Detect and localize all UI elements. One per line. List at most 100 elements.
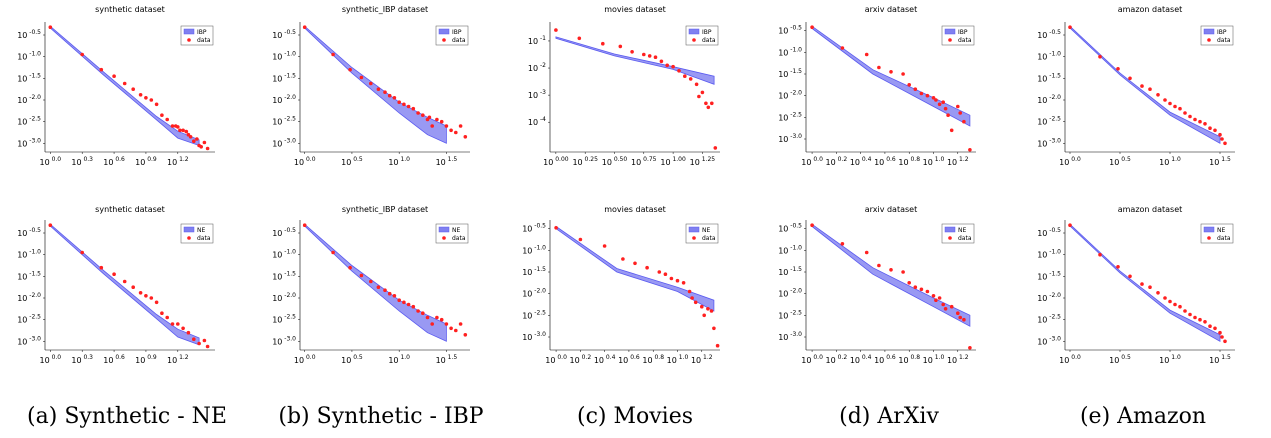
- data-point: [449, 326, 453, 331]
- y-tick-label: 10 -2.0: [778, 90, 802, 101]
- legend-label: IBP: [197, 29, 207, 36]
- data-point: [1168, 101, 1172, 106]
- y-tick-label: 10 -0.5: [272, 227, 296, 238]
- data-point: [1193, 117, 1197, 122]
- data-point: [1188, 114, 1192, 119]
- data-point: [449, 128, 453, 133]
- data-point: [659, 59, 664, 64]
- data-point: [48, 223, 53, 227]
- data-point: [348, 67, 352, 72]
- legend-label: data: [1217, 235, 1231, 242]
- data-point: [430, 124, 435, 128]
- data-point: [949, 128, 954, 133]
- data-point: [962, 317, 966, 322]
- data-point: [1213, 326, 1217, 331]
- data-point: [427, 115, 432, 120]
- legend-label: data: [958, 235, 972, 242]
- data-point: [369, 279, 373, 284]
- data-point: [376, 285, 381, 290]
- data-point: [690, 296, 694, 300]
- legend-band-swatch: [183, 226, 195, 233]
- y-tick-label: 10 -1.0: [522, 244, 546, 255]
- data-point: [889, 268, 893, 272]
- data-point: [642, 52, 646, 57]
- x-tick-label: 10 1.0: [388, 354, 410, 365]
- model-band: [304, 223, 447, 342]
- data-point: [968, 346, 972, 350]
- data-point: [202, 140, 207, 145]
- x-tick-label: 10 0.25: [572, 156, 598, 167]
- x-tick-label: 10 0.0: [801, 156, 823, 167]
- data-point: [331, 250, 335, 255]
- data-point: [1208, 126, 1212, 130]
- data-point: [554, 226, 558, 230]
- legend-label: NE: [1217, 227, 1225, 234]
- y-tick-label: 10 -2.0: [778, 288, 802, 299]
- data-point: [439, 119, 444, 124]
- data-point: [1098, 252, 1102, 257]
- data-point: [621, 257, 625, 261]
- model-band: [304, 25, 447, 144]
- data-point: [675, 278, 680, 283]
- legend-label: NE: [197, 227, 205, 234]
- data-point: [694, 82, 699, 87]
- legend-point-swatch: [442, 38, 446, 42]
- y-tick-label: 10 -3.0: [522, 331, 546, 342]
- data-point: [425, 315, 430, 320]
- data-point: [700, 304, 704, 309]
- data-point: [178, 128, 182, 133]
- data-point: [435, 315, 439, 320]
- x-tick-label: 10 0.0: [1059, 156, 1081, 167]
- data-point: [663, 272, 668, 277]
- y-tick-label: 10 -1.5: [272, 72, 296, 83]
- data-point: [1223, 141, 1227, 146]
- data-point: [112, 74, 116, 78]
- data-point: [1173, 302, 1177, 307]
- data-point: [1098, 54, 1102, 59]
- data-point: [444, 124, 449, 128]
- data-point: [618, 44, 623, 49]
- data-point: [1188, 312, 1192, 317]
- data-point: [430, 322, 435, 326]
- data-point: [397, 100, 402, 104]
- data-point: [463, 333, 468, 337]
- data-point: [80, 250, 84, 255]
- x-tick-label: 10 0.4: [850, 354, 872, 365]
- data-point: [958, 111, 962, 115]
- y-tick-label: 10 -3.0: [778, 331, 802, 342]
- legend-label: data: [452, 37, 466, 44]
- x-tick-label: 10 1.0: [923, 156, 945, 167]
- y-tick-label: 10 -1.0: [1037, 249, 1061, 260]
- y-tick-label: 10 -1.0: [272, 249, 296, 260]
- data-point: [968, 148, 972, 152]
- data-point: [840, 242, 845, 246]
- x-tick-label: 10 0.2: [826, 354, 848, 365]
- legend-label: NE: [958, 227, 966, 234]
- y-tick-label: 10 -2.5: [17, 314, 41, 325]
- legend-band-swatch: [183, 28, 195, 35]
- x-tick-label: 10 1.2: [947, 156, 969, 167]
- x-tick-label: 10 0.5: [341, 354, 363, 365]
- y-tick-label: 10 -2: [528, 62, 546, 73]
- data-point: [671, 64, 675, 69]
- data-point: [665, 63, 669, 68]
- legend-point-swatch: [948, 38, 952, 42]
- y-tick-label: 10 -1.0: [778, 46, 802, 57]
- data-point: [601, 41, 605, 46]
- y-tick-label: 10 -1.0: [17, 249, 41, 260]
- data-point: [630, 50, 634, 54]
- y-tick-label: 10 -1.0: [778, 244, 802, 255]
- caption-c: (c) Movies: [576, 404, 694, 429]
- y-tick-label: 10 -2.0: [522, 288, 546, 299]
- data-point: [383, 90, 387, 94]
- data-point: [1198, 317, 1202, 322]
- x-tick-label: 10 0.2: [826, 156, 848, 167]
- caption-d: (d) ArXiv: [839, 404, 939, 429]
- data-point: [144, 294, 148, 298]
- x-tick-label: 10 0.8: [642, 354, 664, 365]
- data-point: [700, 90, 705, 95]
- y-tick-label: 10 -1.5: [272, 270, 296, 281]
- y-tick-label: 10 -0.5: [778, 223, 802, 234]
